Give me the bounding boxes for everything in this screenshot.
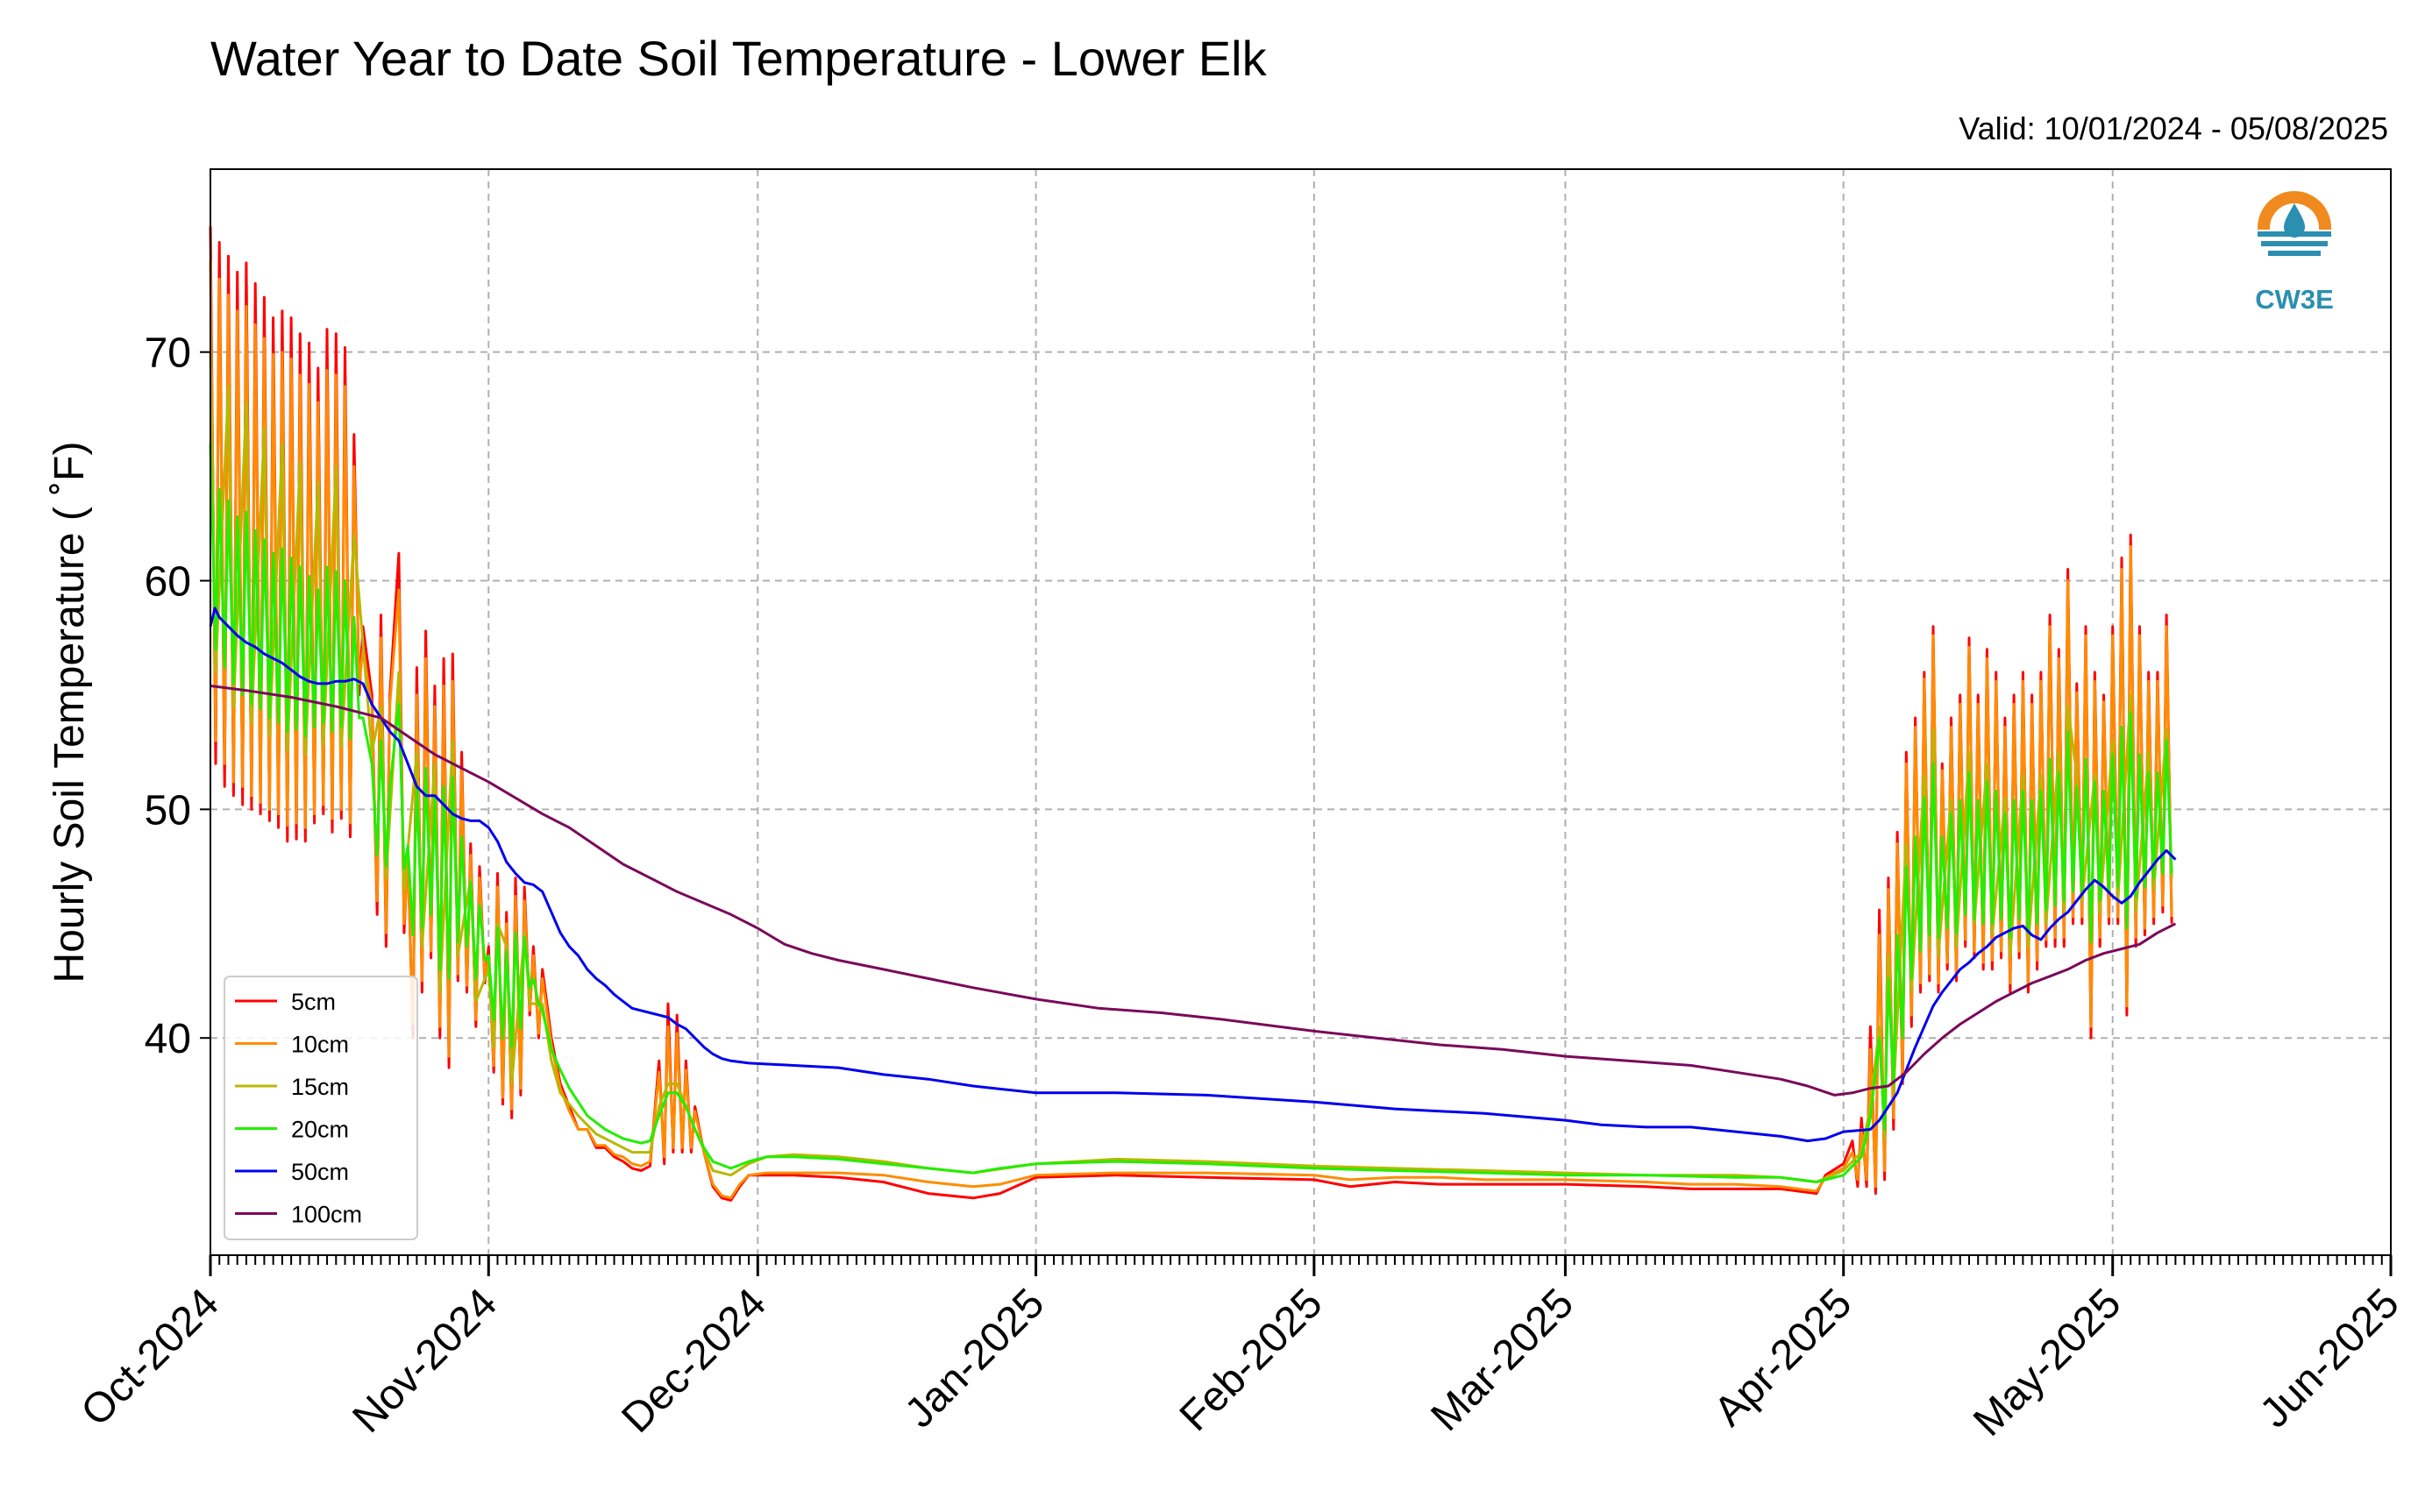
valid-date-range: Valid: 10/01/2024 - 05/08/2025 (1959, 110, 2388, 146)
x-tick-label: Jan-2025 (896, 1280, 1053, 1437)
legend-label: 15cm (291, 1074, 349, 1100)
legend: 5cm 10cm 15cm 20cm 50cm 100cm (224, 976, 418, 1240)
logo-wave-icon (2261, 241, 2328, 246)
logo-text: CW3E (2255, 284, 2334, 315)
x-tick-label: Apr-2025 (1705, 1280, 1860, 1435)
logo-water-drop-icon (2284, 203, 2305, 238)
plot-frame (210, 168, 2392, 1256)
series-line-20cm (209, 443, 2173, 1183)
logo-wave-icon (2268, 251, 2321, 256)
y-tick-label: 70 (145, 330, 191, 377)
series-lines (209, 226, 2177, 1202)
x-tick-label: Oct-2024 (73, 1280, 228, 1435)
x-tick-label: Nov-2024 (344, 1280, 506, 1442)
x-tick-label: Jun-2025 (2251, 1280, 2408, 1437)
y-tick-label: 40 (145, 1016, 191, 1062)
legend-label: 50cm (291, 1159, 349, 1185)
x-tick-label: Dec-2024 (613, 1280, 775, 1442)
legend-box (224, 976, 418, 1240)
legend-label: 20cm (291, 1117, 349, 1143)
legend-label: 100cm (291, 1202, 362, 1228)
chart-title: Water Year to Date Soil Temperature - Lo… (210, 31, 1267, 86)
x-tick-label: Mar-2025 (1422, 1280, 1582, 1440)
legend-label: 10cm (291, 1032, 349, 1058)
axis-ticks (200, 351, 2393, 1276)
series-line-100cm (210, 685, 2177, 1097)
cw3e-logo: CW3E (2255, 191, 2334, 315)
grid-lines (210, 169, 2391, 1255)
series-line-50cm (209, 607, 2177, 1143)
series-line-15cm (209, 351, 2173, 1183)
x-tick-label: May-2025 (1965, 1280, 2130, 1445)
x-tick-label: Feb-2025 (1171, 1280, 1332, 1440)
y-tick-label: 60 (145, 559, 191, 606)
y-axis-label: Hourly Soil Temperature ( ˚F) (46, 442, 93, 983)
legend-label: 5cm (291, 989, 336, 1015)
y-tick-label: 50 (145, 787, 191, 834)
